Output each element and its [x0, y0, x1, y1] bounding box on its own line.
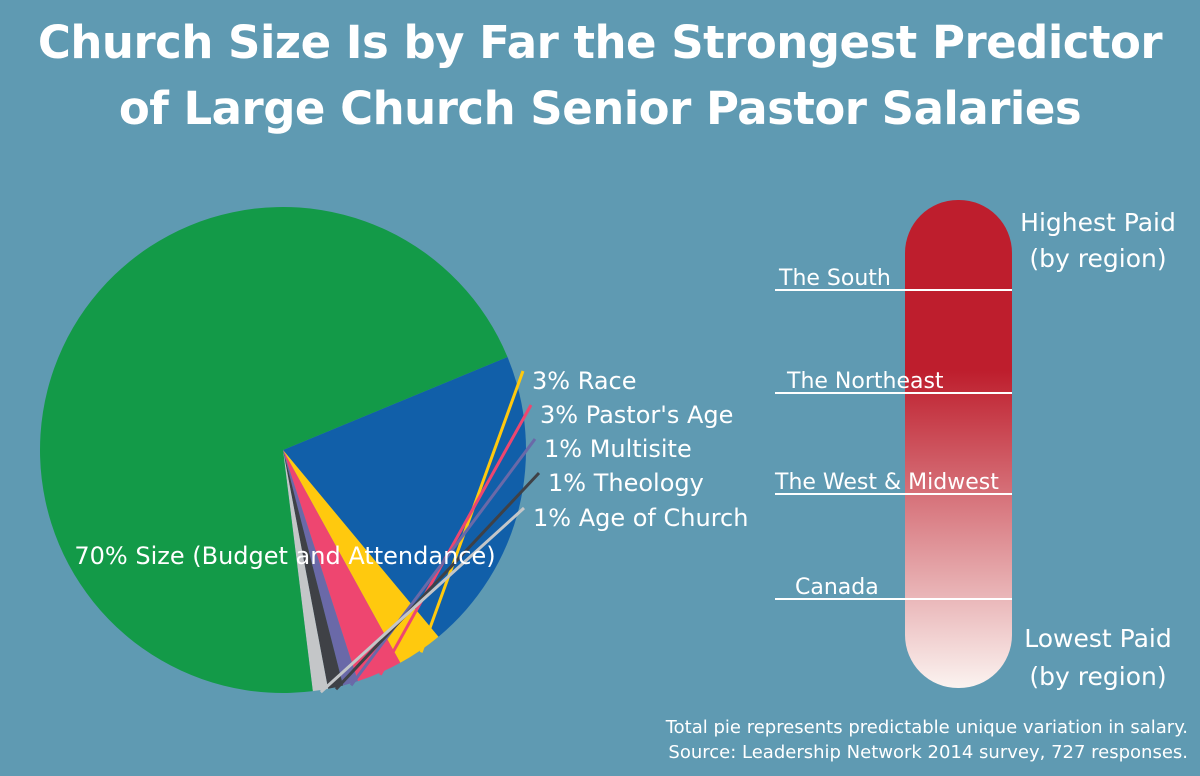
- highest-paid-label-line-1: Highest Paid: [1020, 208, 1176, 237]
- footnote-description: Total pie represents predictable unique …: [665, 717, 1188, 738]
- region-label-the-south: The South: [778, 266, 891, 291]
- pie-label-size-budget-and-attendance: 70% Size (Budget and Attendance): [74, 542, 495, 570]
- leader-line-theology: [334, 471, 541, 691]
- footnote-source: Source: Leadership Network 2014 survey, …: [668, 742, 1188, 763]
- pie-slice-region: [283, 357, 526, 637]
- pie-label-pastor-s-age: 3% Pastor's Age: [540, 401, 733, 429]
- salary-gradient-bar: [905, 200, 1012, 688]
- pie-slice-race: [283, 450, 439, 663]
- pie-slice-theology: [283, 450, 344, 689]
- pie-slice-pastor-s-age: [283, 450, 401, 682]
- region-label-canada: Canada: [795, 575, 879, 600]
- leader-line-pastor-s-age: [378, 404, 533, 676]
- pie-label-theology: 1% Theology: [548, 469, 704, 497]
- pie-slice-age-of-church: [283, 450, 329, 692]
- pie-slice-multisite: [283, 450, 358, 686]
- pie-label-race: 3% Race: [532, 367, 637, 395]
- lowest-paid-label-line-2: (by region): [1029, 662, 1166, 691]
- region-label-the-west-midwest: The West & Midwest: [774, 470, 999, 495]
- lowest-paid-label-line-1: Lowest Paid: [1024, 624, 1171, 653]
- region-salary-scale: The South The Northeast The West & Midwest…: [774, 200, 1176, 691]
- chart-title-line-1: Church Size Is by Far the Strongest Pred…: [37, 16, 1163, 69]
- chart-title-line-2: of Large Church Senior Pastor Salaries: [118, 82, 1082, 135]
- highest-paid-label-line-2: (by region): [1029, 244, 1166, 273]
- leader-line-multisite: [349, 438, 537, 687]
- pie-label-multisite: 1% Multisite: [544, 435, 692, 463]
- pie-slice-size-budget-and-attendance: [39, 207, 508, 694]
- leader-line-age-of-church: [319, 506, 526, 694]
- chart-title: Church Size Is by Far the Strongest Pred…: [0, 10, 1200, 142]
- region-label-the-northeast: The Northeast: [786, 369, 944, 394]
- pie-label-age-of-church: 1% Age of Church: [533, 504, 748, 532]
